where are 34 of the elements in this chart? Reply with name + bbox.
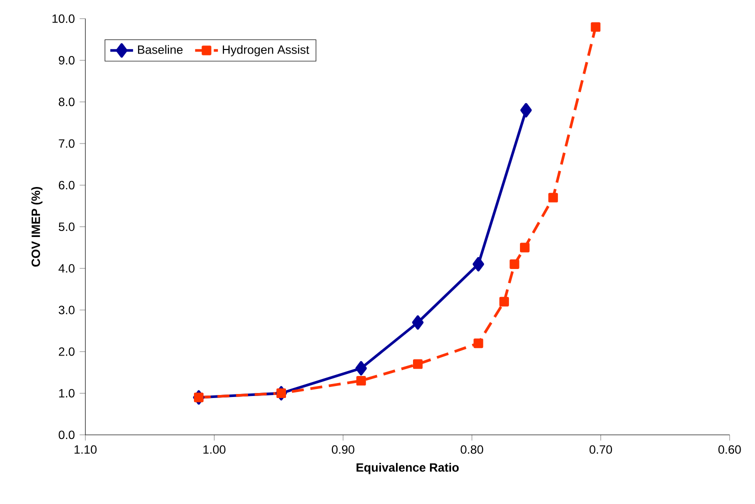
point [412,315,424,330]
y-tick-label: 6.0 [58,180,74,190]
point [413,359,423,369]
point [472,256,484,272]
y-tick-label: 0.0 [58,430,74,440]
x-tick-label: 0.60 [718,445,741,454]
point [590,22,600,32]
point [276,388,286,398]
y-tick-label: 2.0 [58,347,74,356]
point [510,259,520,269]
x-axis-title: Equivalence Ratio [356,462,459,474]
point [474,338,484,348]
y-tick-label: 4.0 [58,264,74,273]
point [548,192,558,202]
point [499,296,509,306]
point [355,360,367,376]
y-tick-label: 9.0 [58,56,74,64]
y-tick-label: 5.0 [58,222,74,231]
legend-label: Hydrogen Assist [222,44,310,56]
x-tick-label: 1.00 [203,445,226,454]
point [356,376,366,386]
x-tick-label: 0.80 [460,445,484,454]
y-tick-label: 10.0 [52,14,74,23]
y-tick-label: 1.0 [59,388,74,398]
x-tick-label: 1.10 [74,445,97,454]
point [520,102,532,118]
point [520,242,530,252]
y-tick-label: 8.0 [58,98,74,106]
x-tick-label: 0.90 [332,445,354,454]
y-tick-label: 3.0 [58,306,74,314]
x-tick-label: 0.70 [590,445,612,454]
y-axis-title: COV IMEP (%) [31,186,42,267]
legend-label: Baseline [138,44,183,54]
y-tick-label: 7.0 [58,139,74,148]
